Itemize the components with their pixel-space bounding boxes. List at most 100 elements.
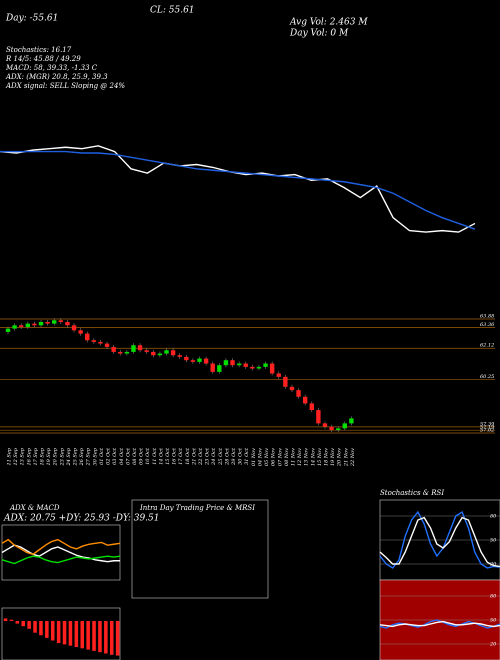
date-label: 29 Oct [231, 447, 237, 466]
date-label: 18 Nov [323, 448, 329, 466]
macd-bar [3, 618, 8, 621]
date-label: 12 Sep [13, 447, 19, 465]
macd-bar [104, 621, 108, 654]
candle [58, 320, 64, 322]
date-label: 07 Oct [125, 447, 131, 465]
candle [131, 345, 136, 352]
macd-bar [15, 621, 20, 624]
tick-label: 20 [489, 642, 497, 648]
candle [197, 358, 202, 362]
candle [316, 410, 321, 424]
date-label: 19 Sep [46, 447, 52, 465]
date-label: 30 Sep [92, 447, 98, 465]
level-label: 63.88 [480, 313, 494, 319]
macd-bar [9, 619, 14, 621]
date-label: 04 Oct [119, 447, 125, 465]
macd-bar [115, 621, 120, 656]
date-label: 07 Nov [277, 448, 283, 466]
panel-title: Stochastics & RSI [380, 489, 444, 497]
candle [223, 360, 229, 366]
date-label: 15 Nov [317, 448, 323, 466]
date-label: 23 Sep [59, 447, 65, 466]
indicator-text: R 14/5: 45.88 / 49.29 [5, 55, 81, 63]
candle [65, 321, 70, 326]
date-label: 20 Nov [337, 448, 343, 467]
panel-title: Intra Day Trading Price & MRSI [139, 504, 255, 512]
candle [5, 328, 11, 332]
macd-bar [80, 621, 85, 649]
candle [210, 363, 215, 372]
candle [335, 428, 341, 431]
date-label: 19 Nov [330, 448, 336, 466]
date-label: 18 Sep [40, 447, 46, 465]
macd-panel [1, 607, 121, 660]
candle [78, 330, 83, 334]
macd-bar [86, 621, 90, 650]
avg-vol: Avg Vol: 2.463 M [289, 18, 368, 28]
candle [236, 363, 242, 366]
date-label: 11 Sep [7, 447, 13, 465]
macd-bar [27, 621, 31, 629]
candle [329, 426, 334, 431]
tick-label: 50 [490, 538, 497, 544]
macd-bar [92, 621, 96, 651]
candle [289, 386, 295, 391]
level-label: 57.02 [480, 428, 494, 434]
date-label: 01 Nov [251, 448, 257, 466]
date-label: 06 Nov [271, 448, 277, 466]
date-label: 17 Oct [178, 447, 184, 465]
candle [38, 321, 44, 326]
candle [118, 351, 123, 354]
candle [85, 333, 90, 341]
macd-bar [109, 621, 114, 655]
level-label: 60.25 [480, 374, 494, 380]
candle [250, 366, 255, 369]
date-label: 21 Oct [191, 447, 197, 466]
date-label: 05 Nov [264, 448, 270, 466]
indicator-text: Stochastics: 16.17 [6, 46, 72, 54]
date-label: 15 Oct [165, 447, 171, 465]
date-label: 08 Oct [132, 447, 138, 465]
date-label: 08 Nov [284, 448, 290, 466]
candle [144, 350, 149, 352]
candle [45, 321, 50, 324]
candle [177, 355, 182, 357]
candle [111, 346, 116, 352]
date-label: 31 Oct [244, 447, 250, 465]
candle [91, 340, 97, 342]
date-label: 22 Nov [350, 448, 356, 467]
candle [269, 363, 275, 374]
candle [349, 418, 354, 424]
tick-label: 80 [490, 594, 497, 600]
osc-line [379, 619, 500, 629]
date-label: 20 Sep [53, 447, 59, 466]
candle [276, 373, 281, 377]
macd-bar [21, 621, 26, 627]
date-label: 26 Sep [79, 447, 85, 466]
candle [98, 341, 103, 344]
macd-bar [39, 621, 43, 636]
adx-values: ADX: 20.75 +DY: 25.93 -DY: 39.51 [3, 514, 160, 524]
candle [19, 325, 24, 327]
adx-line [1, 555, 121, 565]
candle [71, 325, 77, 331]
intraday-panel [131, 499, 269, 599]
date-label: 23 Oct [205, 447, 211, 466]
macd-bar [33, 621, 37, 633]
tick-label: 20 [489, 562, 497, 568]
date-label: 12 Nov [297, 448, 303, 466]
candle [52, 320, 57, 324]
macd-bar [74, 621, 79, 647]
candle [263, 363, 268, 367]
level-label: 62.12 [480, 343, 494, 349]
date-label: 03 Oct [112, 447, 118, 465]
close-label: CL: 55.61 [150, 6, 195, 16]
date-label: 01 Oct [99, 447, 105, 465]
adx-line [1, 538, 121, 556]
candle [217, 365, 222, 372]
date-label: 14 Nov [310, 448, 316, 466]
candle [25, 323, 31, 327]
panel-title: ADX & MACD [9, 504, 60, 512]
candle [32, 323, 37, 326]
adx-line [1, 544, 120, 563]
